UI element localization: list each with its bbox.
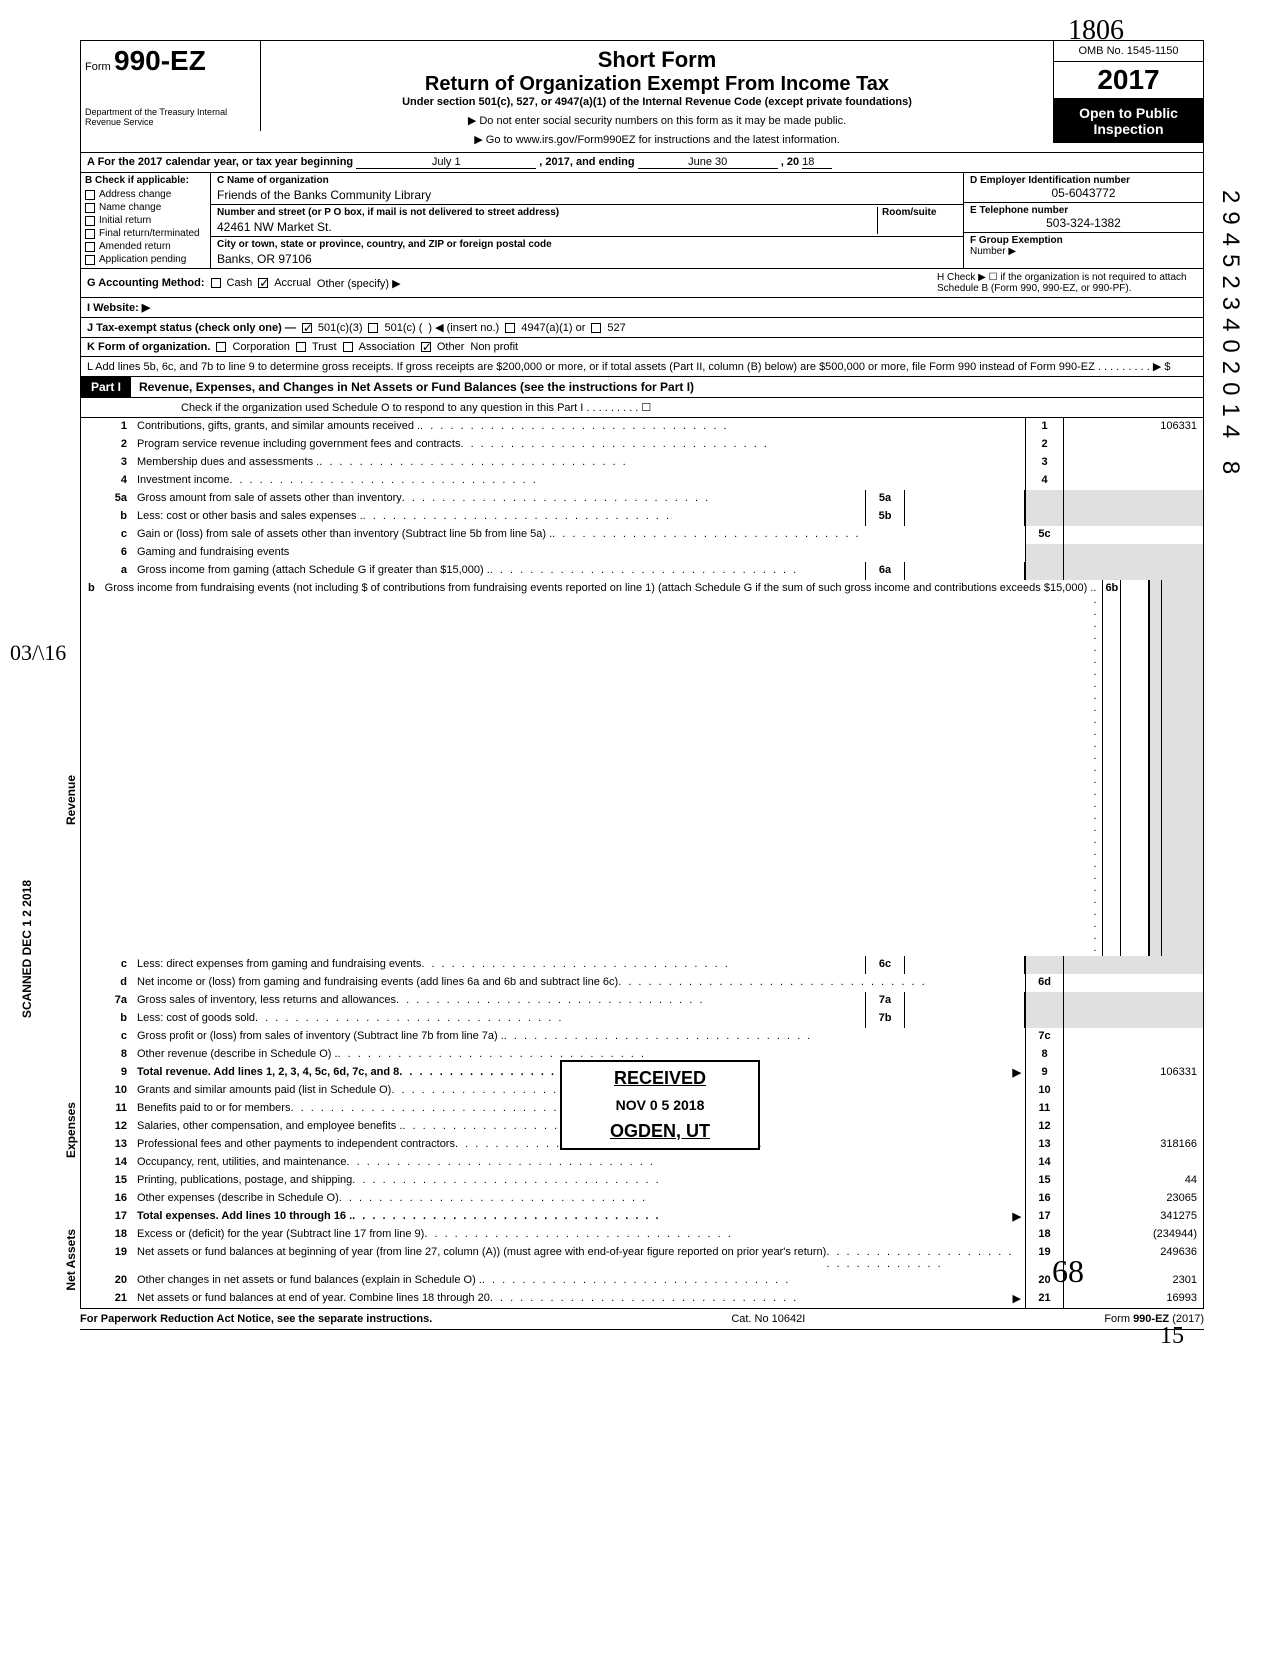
subtitle: Under section 501(c), 527, or 4947(a)(1)… xyxy=(267,96,1047,108)
col-b-checkboxes: B Check if applicable: Address change Na… xyxy=(81,173,211,268)
header-right: OMB No. 1545-1150 2017 Open to PublicIns… xyxy=(1053,41,1203,143)
bottom-hand-1: 68 xyxy=(1052,1253,1084,1290)
org-city-row: City or town, state or province, country… xyxy=(211,237,963,268)
chk-other-org[interactable] xyxy=(421,342,431,352)
chk-address-change[interactable]: Address change xyxy=(81,188,210,201)
line-2: 2 Program service revenue including gove… xyxy=(80,436,1204,454)
row-h: H Check ▶ ☐ if the organization is not r… xyxy=(937,272,1197,294)
form-header: Form 990-EZ Department of the Treasury I… xyxy=(80,40,1204,153)
line-20: 20 Other changes in net assets or fund b… xyxy=(80,1272,1204,1290)
chk-name-change[interactable]: Name change xyxy=(81,201,210,214)
line-5a: 5a Gross amount from sale of assets othe… xyxy=(80,490,1204,508)
chk-501c[interactable] xyxy=(368,323,378,333)
other-org-value: Non profit xyxy=(470,341,518,353)
line-6d: d Net income or (loss) from gaming and f… xyxy=(80,974,1204,992)
org-addr-row: Number and street (or P O box, if mail i… xyxy=(211,205,963,237)
row-j-tax-status: J Tax-exempt status (check only one) — 5… xyxy=(80,318,1204,338)
form-prefix: Form xyxy=(85,61,111,73)
chk-4947[interactable] xyxy=(505,323,515,333)
short-form-label: Short Form xyxy=(267,47,1047,73)
part1-label: Part I xyxy=(81,377,131,397)
row-i-website: I Website: ▶ xyxy=(80,298,1204,318)
line-16: 16 Other expenses (describe in Schedule … xyxy=(80,1190,1204,1208)
bottom-hand-2: 15 xyxy=(1160,1323,1184,1350)
return-title: Return of Organization Exempt From Incom… xyxy=(267,73,1047,96)
right-margin-numbers: 294523402014 8 xyxy=(1216,190,1244,489)
header-left: Form 990-EZ Department of the Treasury I… xyxy=(81,41,261,131)
org-city: Banks, OR 97106 xyxy=(217,252,957,266)
line-7c: c Gross profit or (loss) from sales of i… xyxy=(80,1028,1204,1046)
tax-year: 2017 xyxy=(1054,62,1203,99)
handwritten-top: 1806 xyxy=(1068,15,1124,47)
open-inspection: Open to PublicInspection xyxy=(1054,99,1203,143)
revenue-label: Revenue xyxy=(64,775,78,825)
footer: For Paperwork Reduction Act Notice, see … xyxy=(80,1308,1204,1330)
org-name: Friends of the Banks Community Library xyxy=(217,188,957,202)
part1-check: Check if the organization used Schedule … xyxy=(80,398,1204,418)
line-18: 18 Excess or (deficit) for the year (Sub… xyxy=(80,1226,1204,1244)
col-def: D Employer Identification number 05-6043… xyxy=(963,173,1203,268)
footer-mid: Cat. No 10642I xyxy=(731,1313,805,1325)
col-b-header: B Check if applicable: xyxy=(81,173,210,188)
chk-accrual[interactable] xyxy=(258,278,268,288)
line-19: 19 Net assets or fund balances at beginn… xyxy=(80,1244,1204,1272)
org-name-row: C Name of organization Friends of the Ba… xyxy=(211,173,963,205)
ein-value: 05-6043772 xyxy=(970,186,1197,200)
chk-pending[interactable]: Application pending xyxy=(81,253,210,266)
group-exemption-row: F Group Exemption Number ▶ xyxy=(964,233,1203,259)
row-k-form-org: K Form of organization. Corporation Trus… xyxy=(80,338,1204,357)
line-7b: b Less: cost of goods sold . . . . . . .… xyxy=(80,1010,1204,1028)
tel-row: E Telephone number 503-324-1382 xyxy=(964,203,1203,233)
dept-treasury: Department of the Treasury Internal Reve… xyxy=(85,107,256,127)
part1-title: Revenue, Expenses, and Changes in Net As… xyxy=(131,377,702,397)
received-stamp: RECEIVED NOV 0 5 2018 OGDEN, UT xyxy=(560,1060,760,1150)
row-a-tax-year: A For the 2017 calendar year, or tax yea… xyxy=(80,153,1204,173)
form-number: 990-EZ xyxy=(114,45,206,76)
org-info-block: B Check if applicable: Address change Na… xyxy=(80,173,1204,269)
line-3: 3 Membership dues and assessments . . . … xyxy=(80,454,1204,472)
chk-501c3[interactable] xyxy=(302,323,312,333)
col-c-org: C Name of organization Friends of the Ba… xyxy=(211,173,963,268)
line-4: 4 Investment income . . . . . . . . . . … xyxy=(80,472,1204,490)
chk-corp[interactable] xyxy=(216,342,226,352)
ssn-warning: ▶ Do not enter social security numbers o… xyxy=(267,114,1047,127)
margin-handwriting: 03/\16 xyxy=(10,640,66,666)
chk-amended[interactable]: Amended return xyxy=(81,240,210,253)
tel-value: 503-324-1382 xyxy=(970,216,1197,230)
line-6c: c Less: direct expenses from gaming and … xyxy=(80,956,1204,974)
netassets-label: Net Assets xyxy=(64,1229,78,1291)
chk-cash[interactable] xyxy=(211,278,221,288)
line-6a: a Gross income from gaming (attach Sched… xyxy=(80,562,1204,580)
goto-url: ▶ Go to www.irs.gov/Form990EZ for instru… xyxy=(267,133,1047,146)
row-l-gross-receipts: L Add lines 5b, 6c, and 7b to line 9 to … xyxy=(80,357,1204,377)
chk-final-return[interactable]: Final return/terminated xyxy=(81,227,210,240)
line-21: 21 Net assets or fund balances at end of… xyxy=(80,1290,1204,1308)
footer-left: For Paperwork Reduction Act Notice, see … xyxy=(80,1313,432,1325)
expenses-label: Expenses xyxy=(64,1102,78,1158)
chk-527[interactable] xyxy=(591,323,601,333)
header-center: Short Form Return of Organization Exempt… xyxy=(261,41,1053,152)
chk-initial-return[interactable]: Initial return xyxy=(81,214,210,227)
row-g-accounting: G Accounting Method: Cash Accrual Other … xyxy=(80,269,1204,298)
line-17: 17 Total expenses. Add lines 10 through … xyxy=(80,1208,1204,1226)
chk-trust[interactable] xyxy=(296,342,306,352)
line-7a: 7a Gross sales of inventory, less return… xyxy=(80,992,1204,1010)
scanned-stamp: SCANNED DEC 1 2 2018 xyxy=(20,880,34,1024)
line-1: 1 Contributions, gifts, grants, and simi… xyxy=(80,418,1204,436)
line-15: 15 Printing, publications, postage, and … xyxy=(80,1172,1204,1190)
ein-row: D Employer Identification number 05-6043… xyxy=(964,173,1203,203)
part1-header: Part I Revenue, Expenses, and Changes in… xyxy=(80,377,1204,398)
chk-assoc[interactable] xyxy=(343,342,353,352)
line-5b: b Less: cost or other basis and sales ex… xyxy=(80,508,1204,526)
line-14: 14 Occupancy, rent, utilities, and maint… xyxy=(80,1154,1204,1172)
line-5c: c Gain or (loss) from sale of assets oth… xyxy=(80,526,1204,544)
line-6b: b Gross income from fundraising events (… xyxy=(80,580,1204,956)
footer-right: Form 990-EZ (2017) xyxy=(1104,1313,1204,1325)
line-6: 6 Gaming and fundraising events xyxy=(80,544,1204,562)
org-address: 42461 NW Market St. xyxy=(217,220,877,234)
